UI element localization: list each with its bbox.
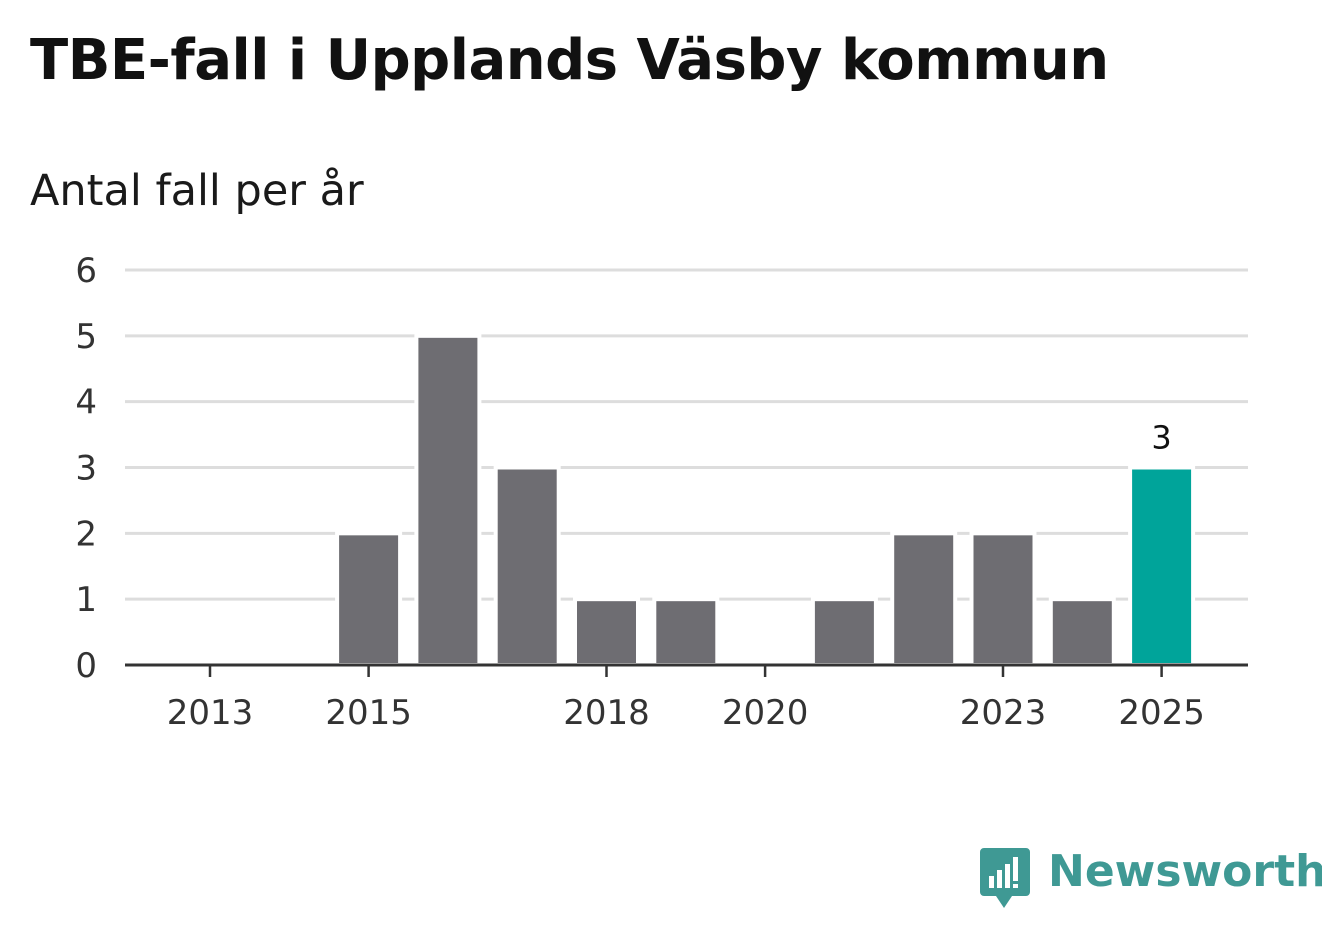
y-tick-label: 1: [75, 580, 97, 620]
x-tick-label: 2015: [325, 693, 412, 733]
y-tick-label: 4: [75, 383, 97, 423]
newsworthy-logo[interactable]: Newsworthy: [980, 846, 1322, 910]
bar-2018: [573, 597, 640, 668]
bar-2017: [493, 465, 561, 667]
y-tick-label: 6: [75, 251, 97, 291]
brand-name: Newsworthy: [1048, 846, 1322, 897]
y-tick-label: 0: [75, 646, 97, 686]
highlight-value-label: 3: [1151, 419, 1171, 457]
bar-2021: [810, 597, 878, 668]
bar-2022: [890, 531, 958, 667]
bar-2024: [1048, 597, 1116, 668]
x-tick-label: 2013: [167, 693, 254, 733]
x-tick-label: 2020: [722, 693, 809, 733]
chart-title: TBE-fall i Upplands Väsby kommun: [30, 28, 1109, 93]
y-tick-label: 3: [75, 449, 97, 489]
chart-subtitle: Antal fall per år: [30, 166, 364, 216]
bar-chart-speech-bubble-icon: [980, 848, 1030, 908]
bar-2019: [652, 597, 720, 668]
bar-2023: [969, 531, 1037, 667]
x-tick-label: 2025: [1118, 693, 1205, 733]
bar-2016: [414, 333, 482, 667]
bar-2025: [1128, 465, 1196, 667]
y-tick-label: 2: [75, 514, 97, 554]
x-tick-label: 2023: [960, 693, 1047, 733]
y-tick-label: 5: [75, 317, 97, 357]
bar-2015: [335, 531, 403, 667]
x-tick-label: 2018: [563, 693, 650, 733]
